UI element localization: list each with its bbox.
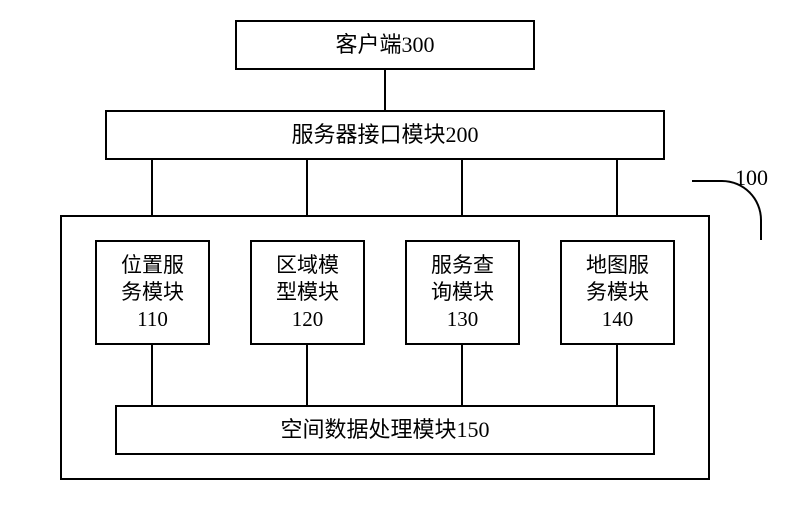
edge-sub1-spatial bbox=[151, 345, 153, 405]
sub2-line2: 型模块 bbox=[276, 279, 339, 306]
sub3-line1: 服务查 bbox=[431, 252, 494, 279]
sub2-num: 120 bbox=[292, 306, 324, 333]
edge-client-server bbox=[384, 70, 386, 110]
server-box: 服务器接口模块200 bbox=[105, 110, 665, 160]
sub1-num: 110 bbox=[137, 306, 168, 333]
edge-sub2-spatial bbox=[306, 345, 308, 405]
sub4-line1: 地图服 bbox=[586, 252, 649, 279]
edge-sub3-spatial bbox=[461, 345, 463, 405]
sub2-box: 区域模 型模块 120 bbox=[250, 240, 365, 345]
sub4-box: 地图服 务模块 140 bbox=[560, 240, 675, 345]
spatial-box: 空间数据处理模块150 bbox=[115, 405, 655, 455]
sub3-box: 服务查 询模块 130 bbox=[405, 240, 520, 345]
client-box: 客户端300 bbox=[235, 20, 535, 70]
client-label: 客户端300 bbox=[335, 31, 434, 60]
server-label: 服务器接口模块200 bbox=[291, 121, 478, 150]
sub4-num: 140 bbox=[602, 306, 634, 333]
sub2-line1: 区域模 bbox=[276, 252, 339, 279]
spatial-label: 空间数据处理模块150 bbox=[280, 416, 489, 445]
sub3-num: 130 bbox=[447, 306, 479, 333]
sub1-line2: 务模块 bbox=[121, 279, 184, 306]
sub1-box: 位置服 务模块 110 bbox=[95, 240, 210, 345]
container-label-100: 100 bbox=[735, 165, 768, 191]
sub1-line1: 位置服 bbox=[121, 252, 184, 279]
edge-sub4-spatial bbox=[616, 345, 618, 405]
sub4-line2: 务模块 bbox=[586, 279, 649, 306]
sub3-line2: 询模块 bbox=[431, 279, 494, 306]
